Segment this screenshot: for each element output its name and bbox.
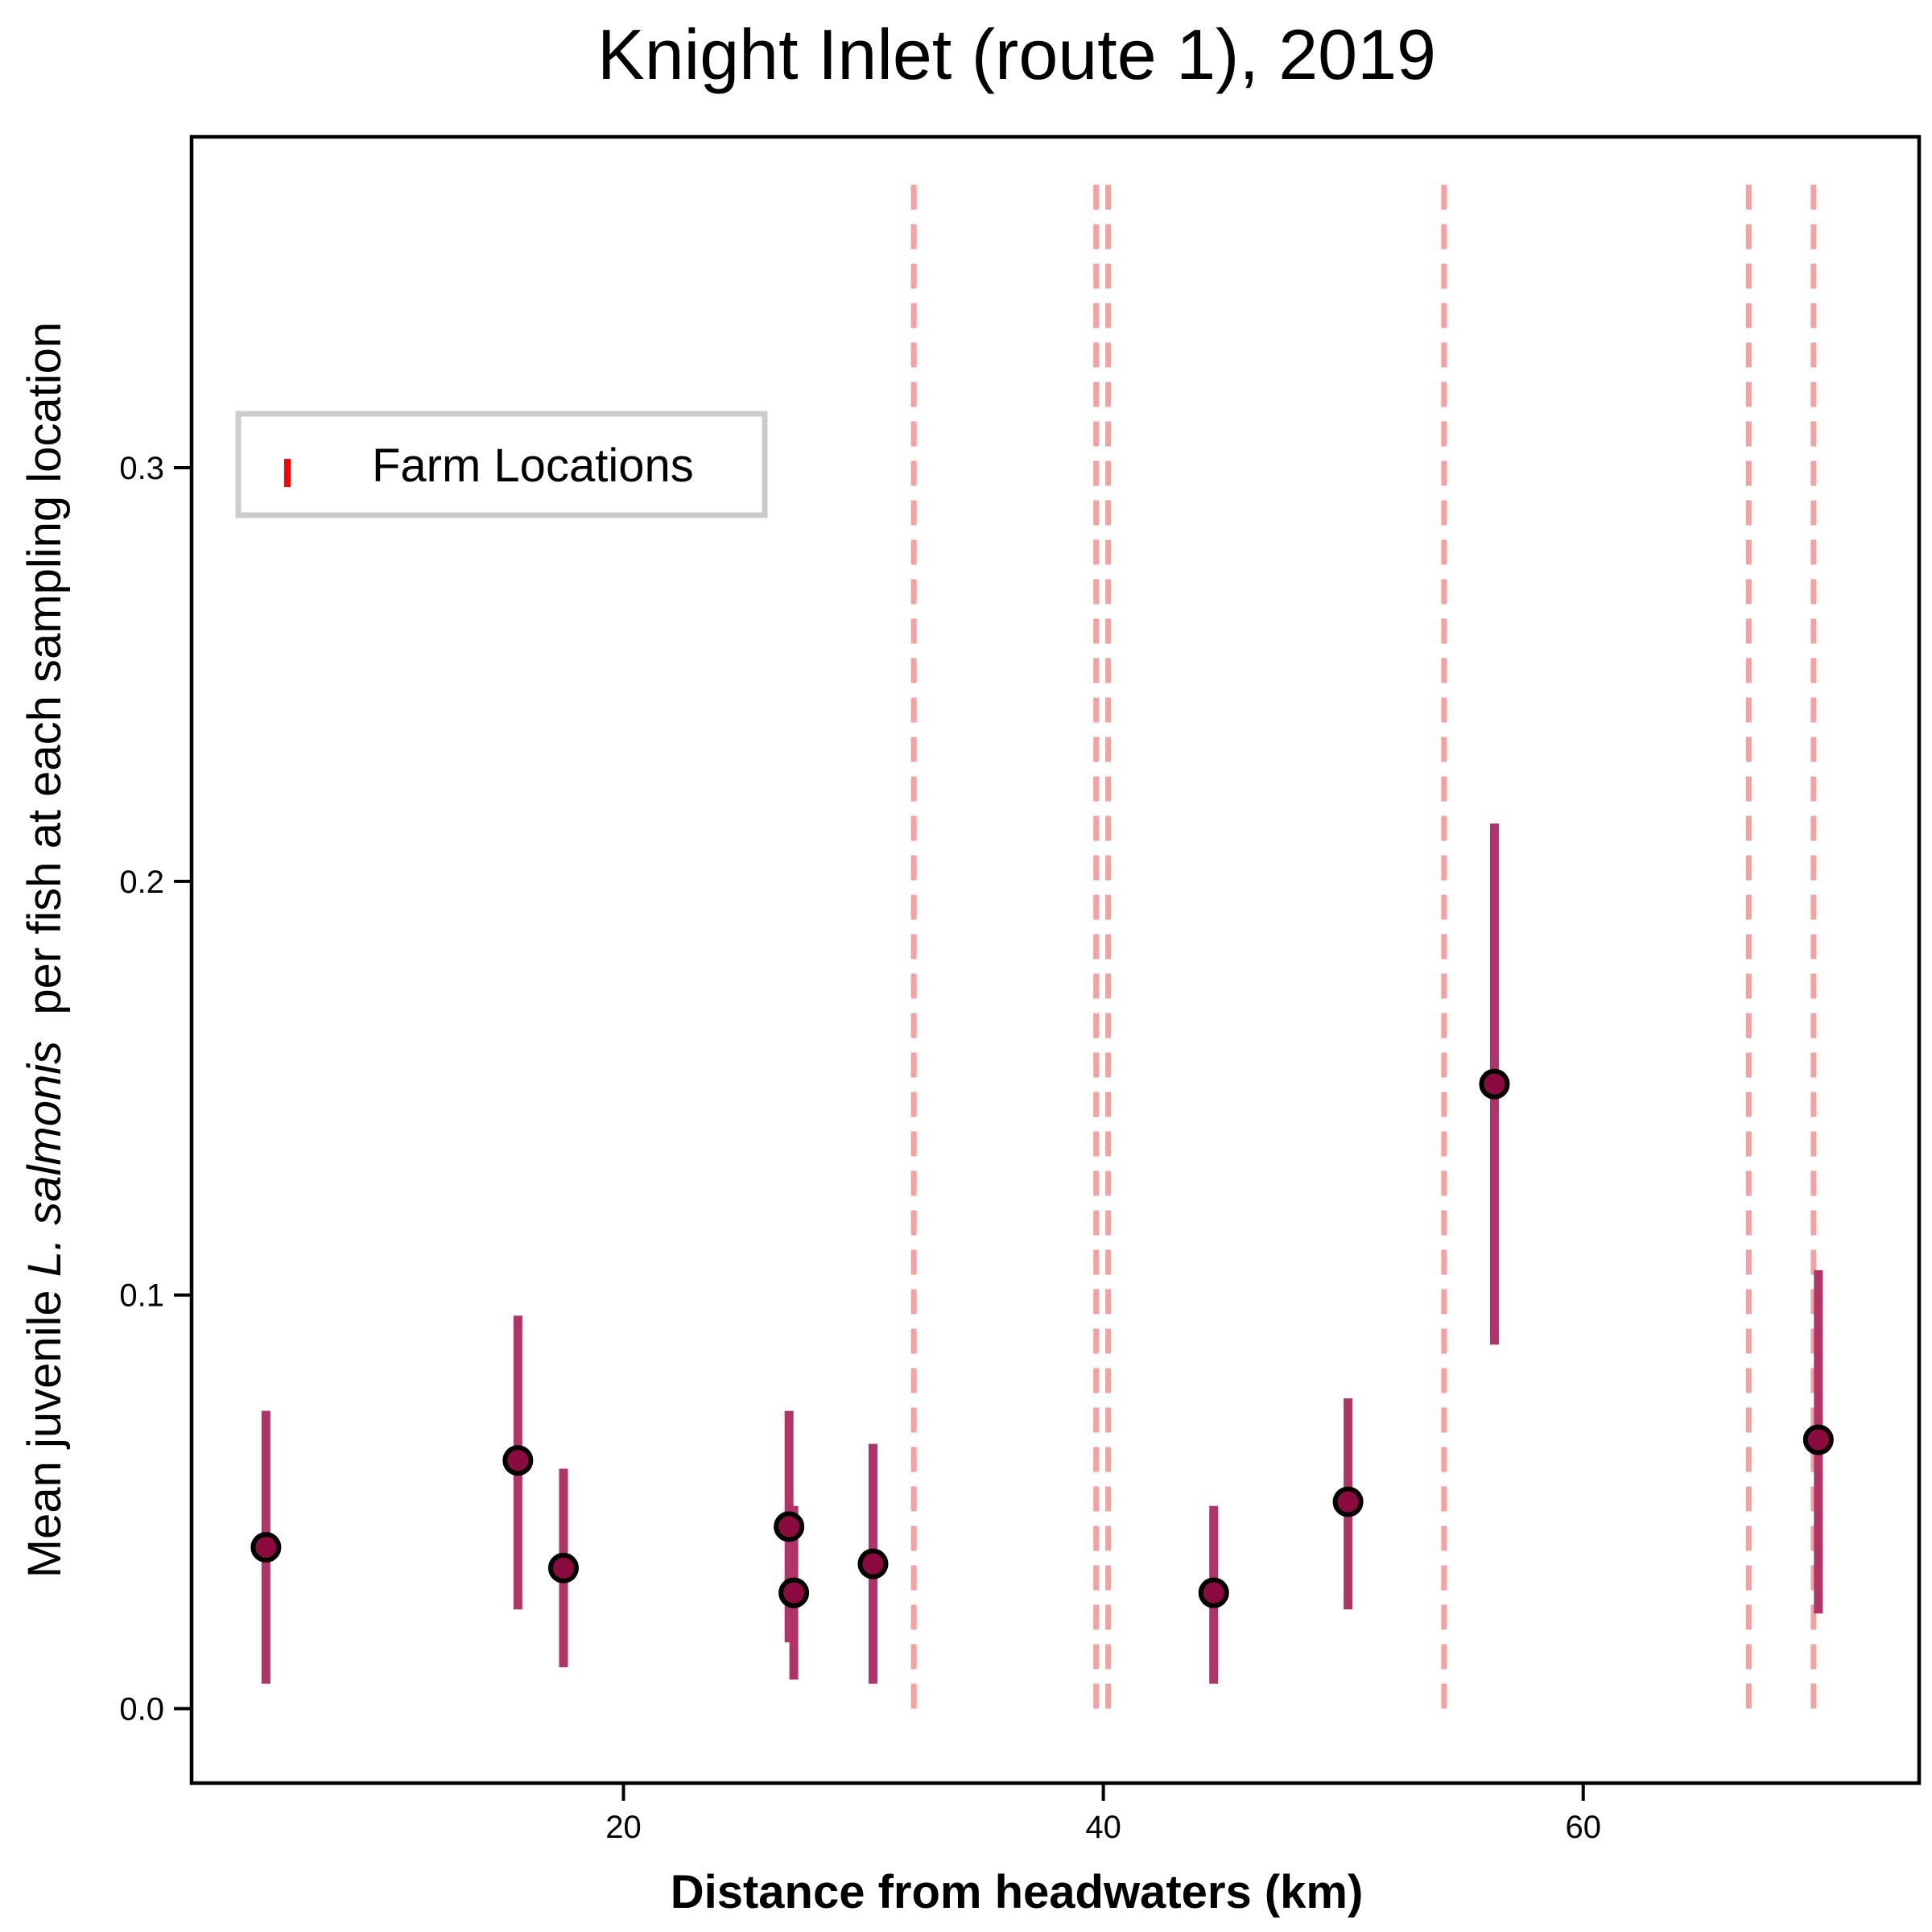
y-axis-label-prefix: Mean juvenile	[19, 1277, 71, 1578]
legend: Farm Locations	[235, 411, 768, 518]
x-tick-label-3: 60	[1565, 1810, 1601, 1845]
data-point-9	[1479, 1068, 1510, 1100]
legend-box	[235, 411, 768, 518]
y-tick-label-3: 0.2	[119, 865, 164, 900]
x-axis-label: Distance from headwaters (km)	[671, 1866, 1364, 1918]
y-axis-label: Mean juvenile L. salmonis per fish at ea…	[19, 322, 71, 1578]
data-point-7	[1198, 1577, 1229, 1608]
data-point-10	[1802, 1424, 1834, 1455]
farm-lines	[910, 174, 1817, 1709]
data-point-6	[857, 1548, 889, 1579]
y-axis-ticks: 0.0 0.1 0.2 0.3	[119, 451, 192, 1728]
data-point-1	[250, 1532, 282, 1563]
x-tick-label-1: 20	[605, 1810, 642, 1845]
data-point-8	[1332, 1486, 1364, 1517]
x-axis-ticks: 20 40 60	[605, 1783, 1601, 1845]
y-tick-label-4: 0.3	[119, 451, 164, 486]
y-axis-label-suffix: per fish at each sampling location	[19, 322, 71, 1041]
y-tick-label-2: 0.1	[119, 1278, 164, 1314]
x-tick-label-2: 40	[1085, 1810, 1121, 1845]
data-point-4	[774, 1511, 805, 1542]
data-point-5	[778, 1577, 810, 1608]
chart-title: Knight Inlet (route 1), 2019	[597, 14, 1436, 94]
data-points	[250, 1068, 1834, 1608]
data-point-2	[502, 1445, 534, 1476]
data-point-3	[547, 1552, 579, 1583]
errorbars	[261, 823, 1823, 1684]
plot-frame	[189, 134, 1922, 1785]
y-tick-label-1: 0.0	[119, 1692, 164, 1728]
legend-farm-label: Farm Locations	[372, 440, 694, 492]
y-axis-label-italic: L. salmonis	[19, 1041, 71, 1277]
